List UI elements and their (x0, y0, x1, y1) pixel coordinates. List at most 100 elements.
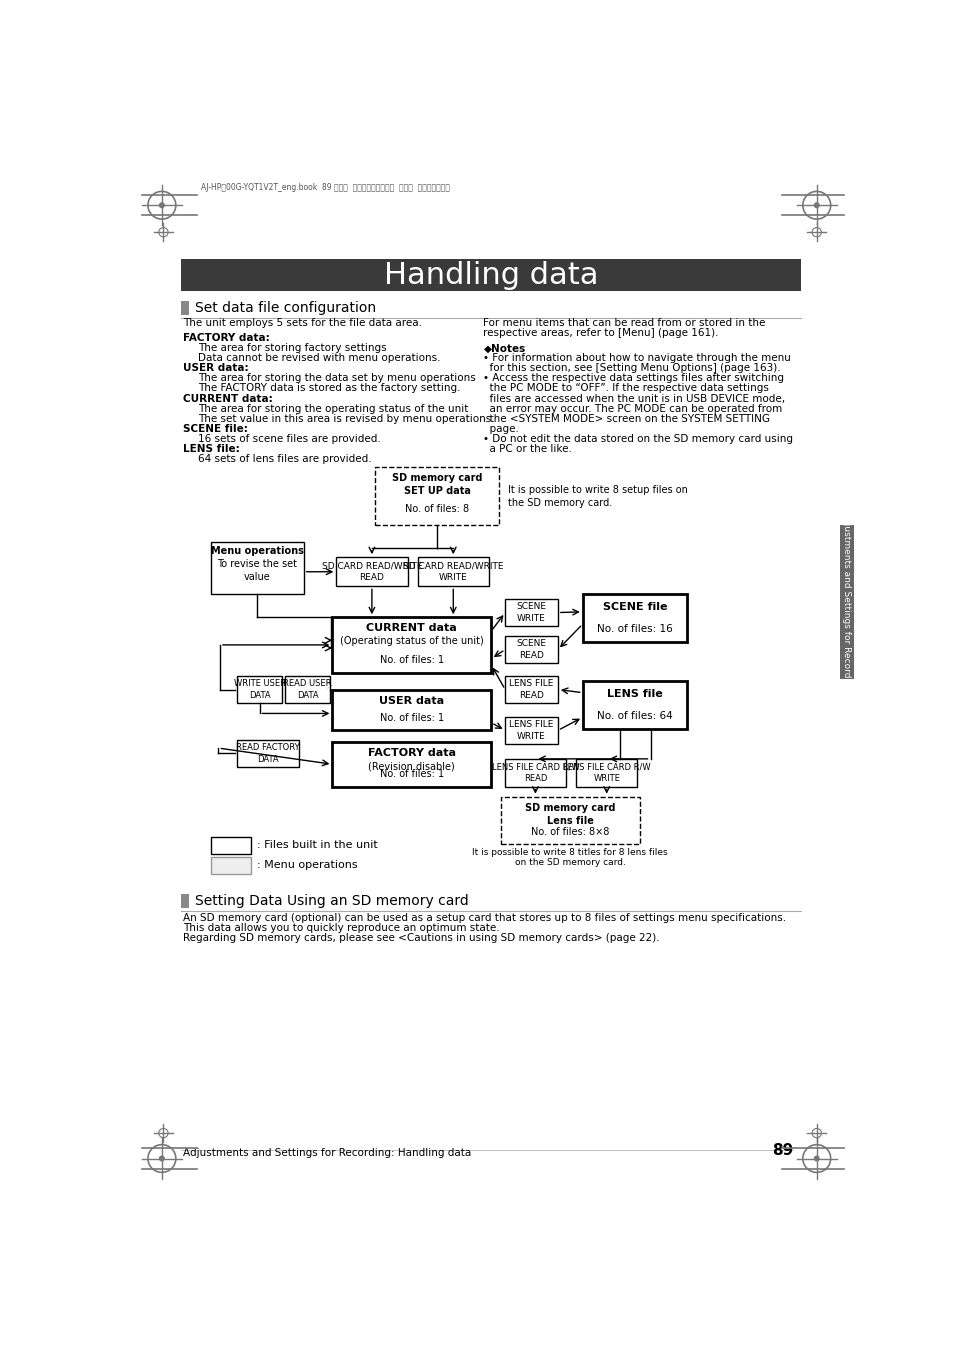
FancyBboxPatch shape (840, 524, 853, 678)
Text: (Operating status of the unit): (Operating status of the unit) (339, 636, 483, 646)
Text: Menu operations: Menu operations (211, 546, 303, 557)
Text: USER data: USER data (379, 697, 444, 707)
Text: Adjustments and Settings for Recording: Adjustments and Settings for Recording (841, 512, 851, 692)
Text: LENS FILE CARD R/W
READ: LENS FILE CARD R/W READ (491, 762, 578, 784)
FancyBboxPatch shape (181, 301, 189, 315)
Text: page.: page. (483, 423, 518, 434)
Text: • Access the respective data settings files after switching: • Access the respective data settings fi… (483, 373, 783, 384)
FancyBboxPatch shape (576, 759, 637, 786)
FancyBboxPatch shape (505, 676, 558, 704)
Circle shape (814, 1156, 819, 1161)
Text: WRITE USER
DATA: WRITE USER DATA (233, 680, 285, 700)
Text: (Revision disable): (Revision disable) (368, 762, 455, 771)
Text: READ FACTORY
DATA: READ FACTORY DATA (236, 743, 299, 763)
Text: the <SYSTEM MODE> screen on the SYSTEM SETTING: the <SYSTEM MODE> screen on the SYSTEM S… (483, 413, 770, 423)
Text: No. of files: 1: No. of files: 1 (379, 769, 443, 780)
Text: ◆Notes: ◆Notes (483, 343, 525, 354)
Text: Regarding SD memory cards, please see <Cautions in using SD memory cards> (page : Regarding SD memory cards, please see <C… (183, 934, 659, 943)
Text: Data cannot be revised with menu operations.: Data cannot be revised with menu operati… (198, 354, 440, 363)
Text: • Do not edit the data stored on the SD memory card using: • Do not edit the data stored on the SD … (483, 434, 793, 443)
Text: SCENE
WRITE: SCENE WRITE (516, 603, 546, 623)
Circle shape (814, 203, 819, 208)
FancyBboxPatch shape (500, 797, 639, 844)
Text: It is possible to write 8 titles for 8 lens files: It is possible to write 8 titles for 8 l… (472, 848, 667, 857)
FancyBboxPatch shape (505, 759, 565, 786)
FancyBboxPatch shape (211, 857, 251, 874)
FancyBboxPatch shape (236, 676, 282, 704)
FancyBboxPatch shape (582, 594, 686, 642)
Text: An SD memory card (optional) can be used as a setup card that stores up to 8 fil: An SD memory card (optional) can be used… (183, 913, 785, 923)
Text: FACTORY data: FACTORY data (368, 748, 456, 758)
Text: LENS FILE
WRITE: LENS FILE WRITE (509, 720, 553, 740)
FancyBboxPatch shape (375, 467, 498, 524)
Text: No. of files: 1: No. of files: 1 (379, 655, 443, 665)
Text: FACTORY data:: FACTORY data: (183, 334, 270, 343)
Text: the PC MODE to “OFF”. If the respective data settings: the PC MODE to “OFF”. If the respective … (483, 384, 768, 393)
Text: : Menu operations: : Menu operations (257, 861, 357, 870)
Text: Adjustments and Settings for Recording: Handling data: Adjustments and Settings for Recording: … (183, 1148, 471, 1158)
FancyBboxPatch shape (332, 690, 491, 731)
Text: No. of files: 64: No. of files: 64 (597, 711, 672, 721)
Text: To revise the set
value: To revise the set value (217, 559, 297, 582)
Circle shape (159, 203, 164, 208)
FancyBboxPatch shape (236, 739, 298, 767)
FancyBboxPatch shape (582, 681, 686, 728)
Text: respective areas, refer to [Menu] (page 161).: respective areas, refer to [Menu] (page … (483, 328, 719, 339)
FancyBboxPatch shape (211, 836, 251, 854)
Text: 89: 89 (771, 1143, 793, 1158)
Text: a PC or the like.: a PC or the like. (483, 443, 572, 454)
Text: LENS file: LENS file (606, 689, 662, 698)
FancyBboxPatch shape (181, 259, 801, 292)
Text: LENS FILE CARD R/W
WRITE: LENS FILE CARD R/W WRITE (562, 762, 650, 784)
Text: Setting Data Using an SD memory card: Setting Data Using an SD memory card (195, 893, 469, 908)
Text: It is possible to write 8 setup files on
the SD memory card.: It is possible to write 8 setup files on… (508, 485, 687, 508)
Text: an error may occur. The PC MODE can be operated from: an error may occur. The PC MODE can be o… (483, 404, 781, 413)
Text: 64 sets of lens files are provided.: 64 sets of lens files are provided. (198, 454, 372, 463)
Text: This data allows you to quickly reproduce an optimum state.: This data allows you to quickly reproduc… (183, 923, 499, 934)
Text: The unit employs 5 sets for the file data area.: The unit employs 5 sets for the file dat… (183, 319, 421, 328)
Text: USER data:: USER data: (183, 363, 248, 373)
FancyBboxPatch shape (332, 617, 491, 673)
Text: LENS FILE
READ: LENS FILE READ (509, 680, 553, 700)
Text: The FACTORY data is stored as the factory setting.: The FACTORY data is stored as the factor… (198, 384, 460, 393)
Text: 16 sets of scene files are provided.: 16 sets of scene files are provided. (198, 434, 380, 443)
FancyBboxPatch shape (505, 636, 558, 663)
Text: SD CARD READ/WRITE
WRITE: SD CARD READ/WRITE WRITE (402, 562, 503, 582)
FancyBboxPatch shape (332, 742, 491, 786)
Text: SD memory card
SET UP data: SD memory card SET UP data (392, 473, 482, 496)
Text: SD CARD READ/WRITE
READ: SD CARD READ/WRITE READ (321, 562, 422, 582)
FancyBboxPatch shape (505, 598, 558, 627)
Text: Handling data: Handling data (384, 261, 598, 290)
Text: SCENE file:: SCENE file: (183, 423, 248, 434)
Text: READ USER
DATA: READ USER DATA (283, 680, 332, 700)
Text: AJ-HP䌧00G-YQT1V2T_eng.book  89 ページ  ２００８年９月２日  火曜日  午後５時４３分: AJ-HP䌧00G-YQT1V2T_eng.book 89 ページ ２００８年９… (200, 182, 449, 192)
Text: For menu items that can be read from or stored in the: For menu items that can be read from or … (483, 319, 765, 328)
Text: CURRENT data:: CURRENT data: (183, 393, 273, 404)
Text: : Files built in the unit: : Files built in the unit (257, 840, 377, 850)
Text: on the SD memory card.: on the SD memory card. (515, 858, 625, 867)
Text: • For information about how to navigate through the menu: • For information about how to navigate … (483, 354, 791, 363)
Circle shape (159, 1156, 164, 1161)
Text: No. of files: 1: No. of files: 1 (379, 713, 443, 723)
FancyBboxPatch shape (285, 676, 330, 704)
Text: SD memory card
Lens file: SD memory card Lens file (524, 802, 615, 825)
Text: CURRENT data: CURRENT data (366, 623, 456, 634)
Text: The area for storing the data set by menu operations: The area for storing the data set by men… (198, 373, 476, 384)
Text: No. of files: 8×8: No. of files: 8×8 (531, 827, 609, 836)
Text: Set data file configuration: Set data file configuration (195, 301, 375, 315)
Text: The set value in this area is revised by menu operations.: The set value in this area is revised by… (198, 413, 495, 423)
Text: SCENE file: SCENE file (602, 601, 666, 612)
Text: No. of files: 8: No. of files: 8 (404, 504, 469, 513)
Text: SCENE
READ: SCENE READ (516, 639, 546, 659)
FancyBboxPatch shape (505, 716, 558, 744)
Text: The area for storing the operating status of the unit: The area for storing the operating statu… (198, 404, 468, 413)
Text: No. of files: 16: No. of files: 16 (597, 624, 672, 634)
FancyBboxPatch shape (335, 557, 407, 586)
Text: LENS file:: LENS file: (183, 443, 239, 454)
FancyBboxPatch shape (417, 557, 488, 586)
FancyBboxPatch shape (211, 542, 303, 594)
Text: The area for storing factory settings: The area for storing factory settings (198, 343, 387, 354)
Text: files are accessed when the unit is in USB DEVICE mode,: files are accessed when the unit is in U… (483, 393, 785, 404)
Text: for this section, see [Setting Menu Options] (page 163).: for this section, see [Setting Menu Opti… (483, 363, 781, 373)
FancyBboxPatch shape (181, 894, 189, 908)
